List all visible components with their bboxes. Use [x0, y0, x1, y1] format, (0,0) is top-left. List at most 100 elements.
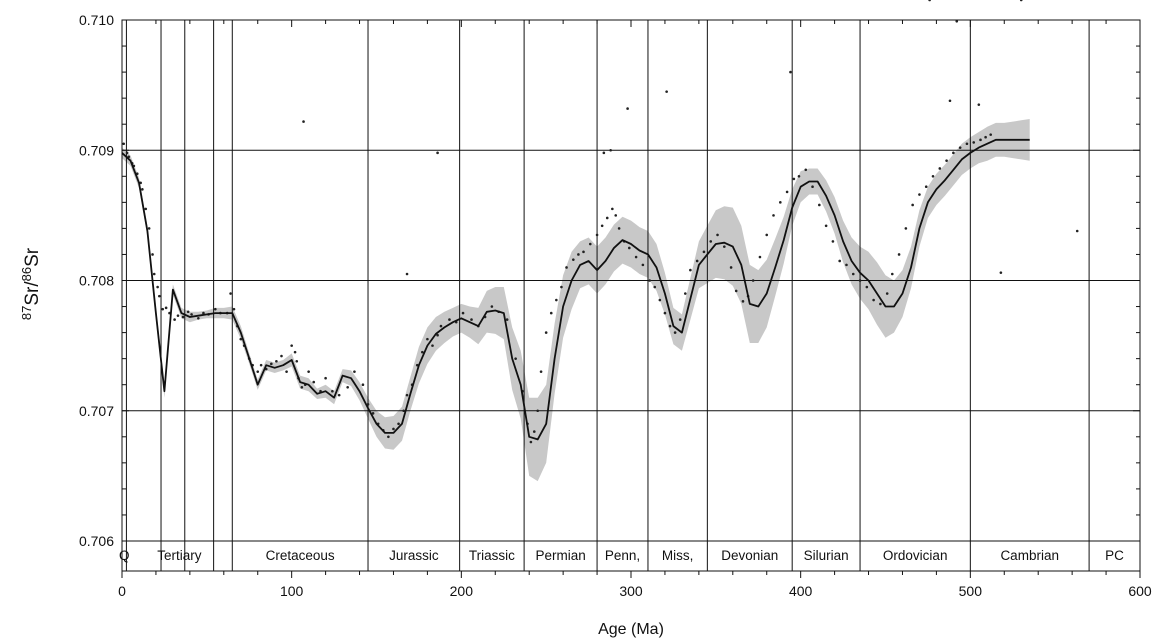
y-tick-label: 0.706	[79, 533, 114, 549]
data-point	[831, 240, 835, 243]
data-point	[529, 440, 533, 444]
period-label: Jurassic	[389, 548, 439, 563]
period-label: Penn,	[605, 548, 640, 563]
data-point	[858, 279, 862, 282]
data-point	[818, 203, 821, 207]
data-point	[626, 107, 629, 110]
data-point	[792, 177, 796, 181]
data-point	[312, 380, 316, 384]
data-point	[186, 310, 190, 314]
data-point	[945, 159, 948, 162]
data-point	[426, 337, 429, 341]
data-point	[614, 214, 618, 217]
axis-ticks	[121, 19, 1141, 578]
data-point	[421, 350, 424, 354]
data-point	[539, 370, 543, 373]
data-point	[904, 227, 908, 230]
data-point	[653, 285, 657, 289]
data-point	[797, 175, 801, 178]
data-point	[549, 311, 553, 315]
period-label: Devonian	[721, 548, 778, 563]
data-point	[734, 289, 738, 293]
data-point	[259, 363, 263, 367]
data-point	[689, 268, 692, 272]
data-point	[156, 285, 159, 289]
data-point	[544, 331, 548, 334]
data-point	[431, 344, 434, 347]
data-point	[490, 305, 494, 308]
tick-labels: 0.706 0.707 0.708 0.709 0.710 0 100 200 300 400 50…	[79, 12, 1152, 599]
data-point	[202, 311, 205, 315]
data-point	[811, 185, 814, 189]
data-point	[176, 314, 180, 317]
data-point	[765, 233, 769, 237]
data-point	[872, 298, 875, 302]
period-labels: Q Tertiary Cretaceous Jurassic Triassic Permi…	[119, 548, 1124, 563]
data-point	[758, 255, 762, 259]
data-point	[628, 246, 631, 250]
data-point	[405, 272, 409, 276]
data-point	[702, 250, 706, 254]
data-point	[972, 141, 976, 144]
data-point	[582, 250, 585, 254]
period-label: Miss,	[662, 548, 694, 563]
x-tick-label: 0	[118, 583, 126, 599]
data-point	[741, 300, 745, 303]
data-point	[173, 318, 176, 321]
data-point	[729, 266, 733, 269]
data-point	[122, 142, 125, 146]
data-point	[436, 151, 439, 155]
data-point	[611, 207, 614, 211]
data-point	[514, 357, 517, 360]
plot-frame	[121, 19, 1141, 572]
data-point	[751, 279, 755, 282]
data-point	[938, 167, 942, 170]
data-point	[337, 393, 341, 397]
data-point	[229, 292, 232, 295]
y-axis-title: 87Sr/86Sr	[19, 247, 44, 320]
data-point	[577, 253, 580, 256]
data-point	[307, 370, 310, 373]
data-point	[785, 190, 789, 194]
data-point	[989, 133, 992, 136]
x-tick-label: 400	[789, 583, 813, 599]
data-point	[641, 263, 645, 267]
plot-border	[121, 19, 1141, 572]
data-point	[1075, 229, 1079, 233]
data-point	[955, 20, 959, 23]
y-tick-label: 0.708	[79, 273, 114, 289]
data-point	[695, 259, 699, 263]
data-point	[865, 285, 869, 289]
data-point	[588, 242, 592, 246]
data-point	[911, 203, 914, 207]
x-tick-label: 100	[280, 583, 304, 599]
data-point	[158, 294, 161, 298]
data-point	[648, 279, 651, 282]
data-point	[948, 99, 952, 103]
data-point	[214, 307, 217, 311]
data-point	[617, 227, 621, 230]
period-label: Tertiary	[157, 548, 202, 563]
data-point	[634, 255, 638, 259]
data-point	[295, 359, 299, 363]
data-point	[572, 258, 575, 261]
data-point	[152, 272, 156, 276]
data-point	[977, 103, 981, 106]
data-point	[293, 350, 297, 354]
data-point	[565, 266, 568, 269]
data-point	[197, 316, 200, 320]
data-point	[161, 307, 165, 311]
data-point	[331, 389, 334, 393]
data-point	[885, 292, 889, 295]
data-point	[779, 201, 782, 204]
data-point	[890, 272, 894, 276]
data-point	[716, 233, 719, 237]
data-point	[461, 311, 465, 315]
data-point	[402, 409, 405, 413]
data-point	[232, 307, 236, 311]
y-axis-title-element-denominator: Sr	[22, 247, 43, 267]
x-tick-label: 300	[619, 583, 643, 599]
data-point	[665, 90, 668, 93]
data-point	[999, 271, 1003, 274]
